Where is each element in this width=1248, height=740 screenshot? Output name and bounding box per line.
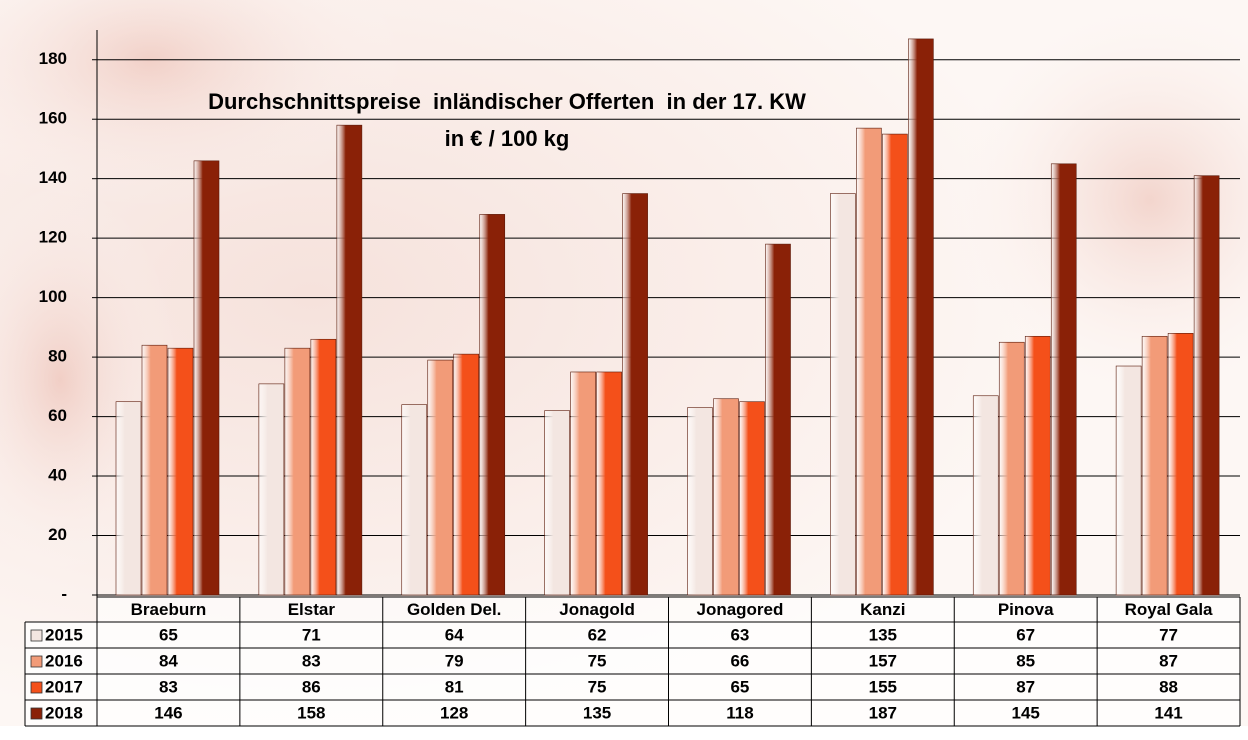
bar (765, 243, 791, 596)
bar (258, 383, 285, 596)
y-tick-label: 120 (39, 228, 67, 247)
table-value: 83 (302, 651, 321, 670)
table-value: 146 (154, 703, 182, 722)
y-tick-label: 140 (39, 168, 67, 187)
y-tick-label: 100 (39, 287, 67, 306)
table-value: 155 (869, 677, 897, 696)
y-tick-label: 20 (48, 525, 67, 544)
bar (167, 347, 194, 596)
bar (544, 410, 570, 596)
bar (479, 214, 506, 596)
y-tick-label: 160 (39, 109, 67, 128)
table-value: 66 (730, 651, 749, 670)
table-value: 145 (1012, 703, 1040, 722)
bar (193, 160, 220, 596)
x-tick-label: Royal Gala (1125, 600, 1213, 619)
table-value: 63 (730, 625, 749, 644)
bar (856, 127, 882, 596)
bar (830, 193, 856, 596)
bar (115, 401, 142, 596)
x-tick-label: Elstar (288, 600, 336, 619)
bar (401, 404, 428, 596)
table-value: 86 (302, 677, 321, 696)
bar (687, 407, 713, 596)
table-value: 87 (1159, 651, 1178, 670)
bar (998, 341, 1025, 596)
x-tick-label: Golden Del. (407, 600, 501, 619)
bar (596, 371, 622, 596)
table-value: 79 (445, 651, 464, 670)
legend-key (30, 707, 43, 720)
bar (427, 359, 454, 596)
chart-subtitle: in € / 100 kg (445, 126, 570, 151)
bar (1115, 365, 1142, 596)
bar (713, 398, 739, 596)
y-tick-label: 40 (48, 466, 67, 485)
table-value: 67 (1016, 625, 1035, 644)
legend-key (30, 629, 43, 642)
table-value: 75 (588, 677, 607, 696)
x-tick-label: Kanzi (860, 600, 905, 619)
bar (1193, 175, 1220, 596)
table-value: 65 (159, 625, 178, 644)
table-value: 75 (588, 651, 607, 670)
bar (570, 371, 596, 596)
table-value: 87 (1016, 677, 1035, 696)
bar (1141, 335, 1168, 596)
bar (1050, 163, 1077, 596)
bar (453, 353, 480, 596)
table-value: 64 (445, 625, 464, 644)
table-value: 135 (583, 703, 611, 722)
table-value: 187 (869, 703, 897, 722)
y-tick-label: 80 (48, 347, 67, 366)
table-value: 141 (1154, 703, 1182, 722)
bar (972, 395, 999, 596)
table-value: 71 (302, 625, 321, 644)
table-value: 128 (440, 703, 468, 722)
bar (284, 347, 311, 596)
table-value: 84 (159, 651, 178, 670)
legend-label: 2018 (45, 703, 83, 722)
bar (622, 193, 648, 596)
table-value: 81 (445, 677, 464, 696)
bar (1167, 333, 1194, 596)
y-tick-label: - (61, 584, 67, 603)
bar (310, 338, 337, 596)
bar (1024, 335, 1051, 596)
bar (882, 133, 908, 596)
legend-label: 2016 (45, 651, 83, 670)
legend-label: 2015 (45, 625, 83, 644)
x-tick-label: Pinova (998, 600, 1054, 619)
table-value: 88 (1159, 677, 1178, 696)
legend-label: 2017 (45, 677, 83, 696)
table-value: 83 (159, 677, 178, 696)
x-tick-label: Braeburn (131, 600, 207, 619)
y-tick-label: 60 (48, 406, 67, 425)
table-value: 85 (1016, 651, 1035, 670)
table-value: 65 (730, 677, 749, 696)
legend-key (30, 681, 43, 694)
chart-title: Durchschnittspreise inländischer Offerte… (208, 89, 806, 114)
table-value: 135 (869, 625, 897, 644)
table-value: 158 (297, 703, 325, 722)
legend-key (30, 655, 43, 668)
table-value: 118 (726, 703, 753, 722)
background-shape (0, 0, 410, 210)
bar (336, 124, 363, 596)
table-value: 62 (588, 625, 607, 644)
table-value: 77 (1159, 625, 1178, 644)
bar (739, 401, 765, 596)
background-shape (930, 0, 1248, 420)
bar (908, 38, 934, 596)
y-tick-label: 180 (39, 49, 67, 68)
x-tick-label: Jonagold (559, 600, 635, 619)
bar (141, 344, 168, 596)
table-value: 157 (869, 651, 897, 670)
bottom-strip (0, 726, 1248, 740)
x-tick-label: Jonagored (696, 600, 783, 619)
